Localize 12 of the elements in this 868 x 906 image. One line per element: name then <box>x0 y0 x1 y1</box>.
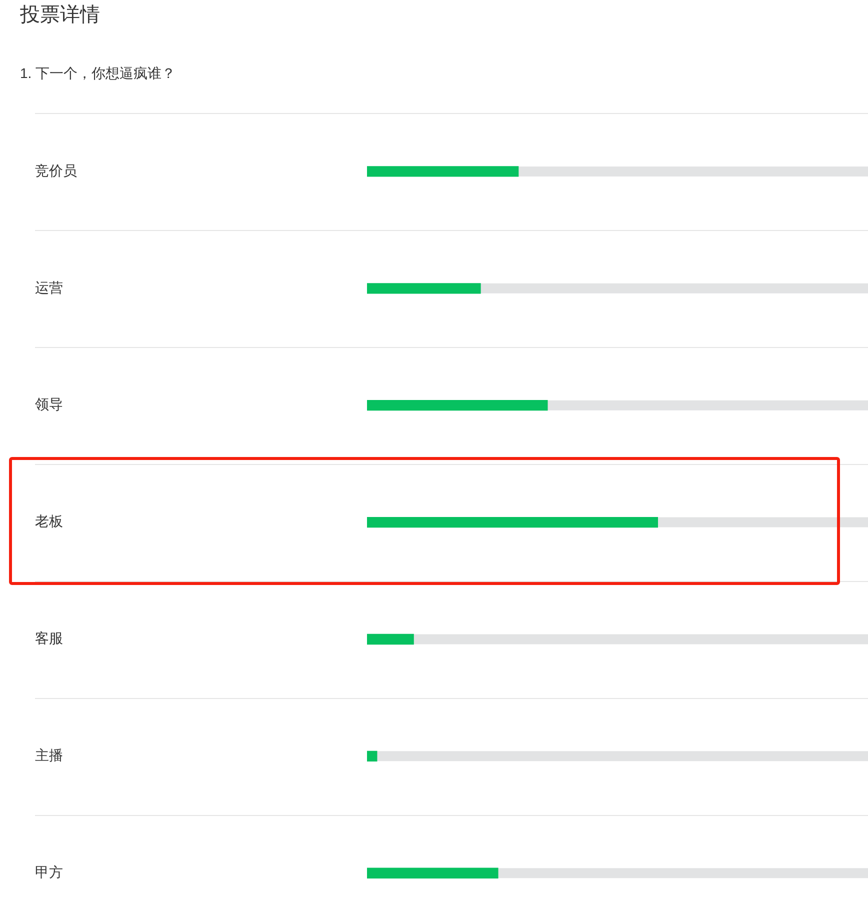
y-tick-label: 客服 <box>35 630 63 646</box>
text: 投票详情 <box>20 3 100 27</box>
y-tick-label: 运营 <box>35 279 63 296</box>
y-tick-label: 竞价员 <box>35 162 77 178</box>
bar <box>367 283 481 294</box>
text: 1. 下一个，你想逼疯谁？ <box>20 64 176 82</box>
y-tick-label: 主播 <box>35 747 63 764</box>
y-tick-label: 领导 <box>35 396 63 412</box>
bar <box>367 750 378 762</box>
bar <box>367 634 414 645</box>
y-tick-label: 老板 <box>35 513 63 530</box>
y-tick-label: 甲方 <box>35 864 63 880</box>
